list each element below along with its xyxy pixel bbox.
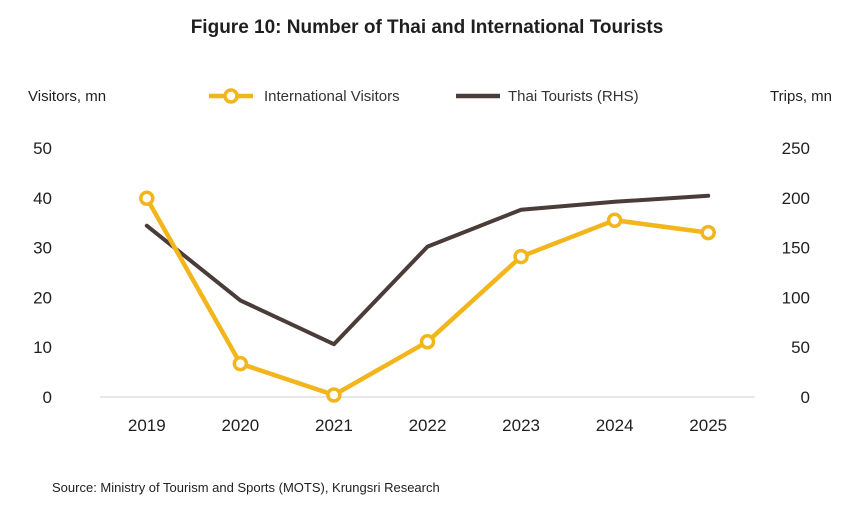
y-left-tick-label-50: 50 (33, 139, 52, 158)
x-tick-label-2021: 2021 (315, 416, 353, 435)
y-left-tick-label-0: 0 (43, 388, 52, 407)
y-right-axis-label: Trips, mn (770, 88, 832, 105)
point-international-2023 (513, 248, 529, 265)
legend: International Visitors Thai Tourists (RH… (209, 88, 639, 105)
source-note: Source: Ministry of Tourism and Sports (… (52, 480, 440, 495)
legend-marker-international (223, 88, 239, 104)
point-international-2024 (606, 212, 623, 228)
x-tick-label-2024: 2024 (596, 416, 634, 435)
y-right-tick-label-150: 150 (782, 239, 810, 258)
point-international-2019 (139, 190, 155, 207)
x-tick-label-2022: 2022 (409, 416, 447, 435)
y-right-tick-label-0: 0 (801, 388, 810, 407)
y-right-tick-label-200: 200 (782, 189, 810, 208)
legend-item-thai: Thai Tourists (RHS) (456, 88, 639, 105)
legend-label-thai: Thai Tourists (RHS) (508, 88, 639, 105)
legend-item-international: International Visitors (209, 88, 400, 105)
point-international-2020 (232, 355, 249, 372)
y-right-tick-label-50: 50 (791, 338, 810, 357)
plot-area: 2019 2020 2021 2022 2023 2024 2025 0 10 20 30 40 50 0… (33, 139, 810, 435)
x-tick-label-2019: 2019 (128, 416, 166, 435)
y-left-tick-label-20: 20 (33, 288, 52, 307)
chart-title: Figure 10: Number of Thai and Internatio… (191, 17, 664, 38)
y-right-tick-label-100: 100 (782, 288, 810, 307)
y-left-tick-label-40: 40 (33, 189, 52, 208)
point-international-2025 (700, 224, 716, 241)
y-left-tick-label-10: 10 (33, 338, 52, 357)
point-international-2021 (326, 387, 342, 403)
legend-label-international: International Visitors (264, 88, 400, 105)
y-right-tick-label-250: 250 (782, 139, 810, 158)
series-line-thai-tourists (144, 193, 711, 347)
x-tick-label-2020: 2020 (221, 416, 259, 435)
x-tick-label-2025: 2025 (689, 416, 727, 435)
y-left-axis-label: Visitors, mn (28, 88, 106, 105)
x-tick-label-2023: 2023 (502, 416, 540, 435)
series-line-international-visitors (144, 196, 711, 398)
y-left-tick-label-30: 30 (33, 239, 52, 258)
point-international-2022 (419, 333, 436, 350)
